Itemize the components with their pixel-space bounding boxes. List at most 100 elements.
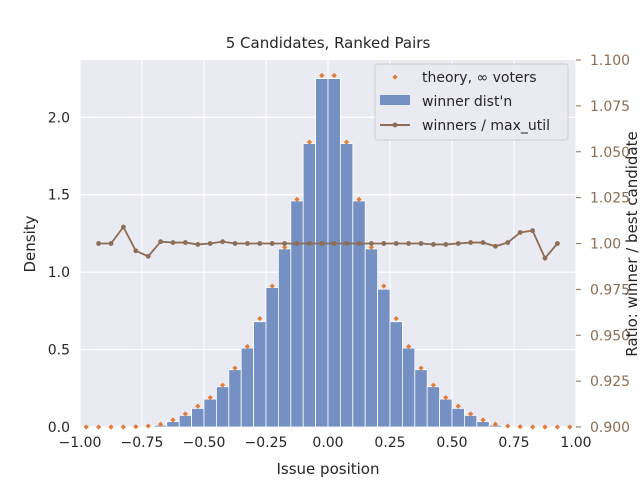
theory-layer [83, 72, 573, 430]
y-tick-label: 1.0 [48, 265, 70, 281]
theory-point [319, 72, 325, 79]
theory-point [443, 394, 449, 401]
chart-title: 5 Candidates, Ranked Pairs [226, 34, 431, 52]
theory-point [195, 403, 201, 409]
y-tick-label: 0.5 [48, 343, 70, 359]
theory-point [108, 424, 114, 430]
bar [352, 200, 366, 428]
ratio-point [443, 242, 449, 247]
ratio-point [269, 241, 275, 246]
ratio-point [195, 242, 201, 247]
theory-point [567, 424, 573, 430]
theory-point [170, 417, 176, 423]
theory-point [232, 365, 238, 371]
theory-point [344, 139, 350, 145]
ratio-point [406, 241, 411, 246]
y-tick-label: 2.0 [48, 110, 70, 126]
bar [178, 414, 192, 428]
ratio-point [393, 241, 399, 246]
bar [414, 369, 428, 428]
bar [253, 321, 267, 428]
bar [327, 78, 341, 428]
theory-point [331, 72, 337, 79]
bar [203, 398, 217, 428]
ratio-point [505, 240, 511, 245]
theory-point [430, 382, 436, 388]
legend-bar-swatch [380, 95, 410, 105]
legend-theory-marker [392, 74, 398, 80]
theory-point [468, 411, 474, 417]
bar [215, 386, 230, 428]
bar [389, 321, 403, 428]
y2-tick-label: 1.00 [590, 237, 621, 253]
ratio-point [356, 241, 362, 246]
ratio-point [480, 240, 486, 245]
theory-point [480, 417, 486, 423]
ratio-point [331, 241, 337, 246]
legend-theory-diamond [392, 74, 398, 80]
y2-tick-label: 1.075 [590, 99, 630, 115]
theory-point [306, 139, 312, 145]
legend-theory-label: theory, ∞ voters [422, 70, 537, 86]
ratio-point [344, 241, 349, 246]
bar [191, 408, 205, 428]
theory-point [96, 424, 102, 430]
theory-point [244, 343, 250, 350]
theory-point [356, 196, 362, 202]
x-axis-label: Issue position [277, 460, 380, 478]
x-tick-label: 0.25 [374, 435, 405, 451]
bar [364, 248, 379, 428]
bar [339, 143, 354, 428]
ratio-layer [96, 224, 560, 261]
theory-point [282, 244, 288, 250]
theory-point [492, 421, 498, 427]
bar [290, 200, 304, 428]
theory-point [145, 423, 151, 429]
bar [277, 248, 292, 428]
theory-point [120, 424, 126, 430]
ratio-point [369, 241, 374, 246]
theory-point [455, 403, 461, 409]
y-axis-label: Density [21, 215, 39, 272]
theory-point [220, 382, 226, 388]
ratio-point [455, 241, 461, 246]
ratio-point [307, 241, 312, 246]
y2-tick-label: 1.100 [590, 53, 630, 69]
x-tick-label: −0.25 [245, 435, 288, 451]
bar [463, 414, 478, 428]
bar [426, 386, 441, 428]
y2-tick-labels: 0.900 0.925 0.950 0.975 1.00 1.025 1.050 1.075 1… [576, 53, 630, 436]
theory-point [257, 316, 263, 322]
ratio-point [245, 241, 250, 246]
legend-ratio-marker [392, 122, 398, 128]
y-tick-label: 0.0 [48, 420, 70, 436]
ratio-point [431, 242, 436, 247]
y2-tick-label: 0.900 [590, 420, 630, 436]
theory-point [505, 423, 511, 429]
y2-tick-label: 0.975 [590, 282, 630, 298]
x-tick-label: 0.75 [498, 435, 529, 451]
y2-axis-label: Ratio: winner / best candidate [623, 131, 640, 356]
bar [377, 288, 391, 428]
theory-point [418, 365, 424, 371]
y2-tick-label: 1.025 [590, 191, 630, 207]
ratio-point [183, 240, 188, 245]
ratio-point [555, 241, 560, 246]
legend-bar-label: winner dist'n [422, 94, 512, 110]
ratio-point [232, 241, 238, 246]
theory-point [381, 283, 387, 289]
ratio-point [145, 253, 151, 259]
legend: theory, ∞ voters winner dist'n winners /… [374, 63, 569, 141]
bar [401, 347, 416, 428]
ratio-point [381, 241, 387, 246]
ratio-point [468, 240, 473, 245]
ratio-point [530, 228, 535, 234]
theory-point [269, 283, 275, 289]
theory-point [83, 424, 89, 430]
ratio-point [158, 239, 164, 245]
bar [240, 347, 254, 428]
bar [451, 408, 465, 428]
theory-point [517, 424, 523, 430]
ratio-point [418, 241, 424, 246]
